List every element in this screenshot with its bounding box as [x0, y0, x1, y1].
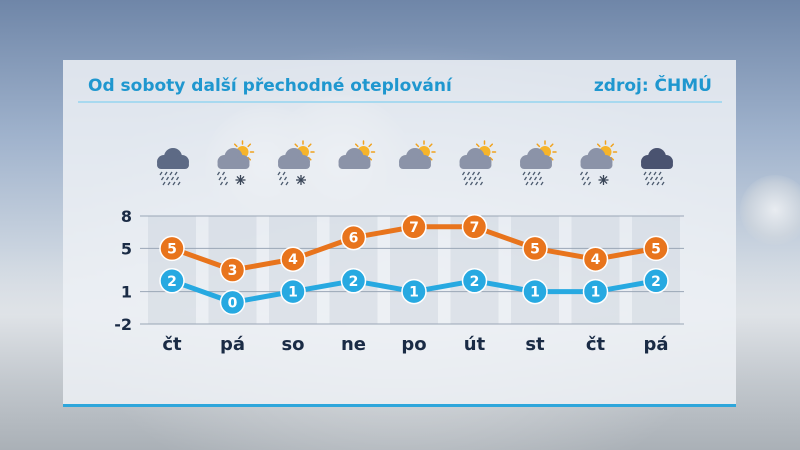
min-temperature-value-label: 2: [470, 274, 480, 290]
max-temperature-point: [159, 235, 185, 262]
min-temperature-point: [461, 268, 488, 294]
max-temperature-value-label: 4: [288, 252, 298, 268]
min-temperature-point: [340, 268, 367, 294]
min-temperature-point: [643, 268, 669, 294]
day-label: po: [401, 334, 426, 355]
max-temperature-point: [461, 214, 488, 240]
day-label: pá: [643, 334, 668, 355]
day-label: pá: [220, 334, 245, 355]
y-tick-label: -2: [114, 315, 132, 334]
background-tree-right: [740, 175, 800, 245]
day-label: čt: [586, 334, 606, 355]
min-temperature-point: [401, 278, 427, 305]
max-temperature-value-label: 5: [651, 241, 661, 257]
max-temperature-point: [280, 246, 306, 272]
max-temperature-value-label: 7: [470, 220, 480, 236]
day-label: st: [525, 334, 545, 355]
sun-cloud-icon: [399, 140, 436, 169]
max-temperature-point: [522, 235, 548, 262]
min-temperature-point: [522, 278, 548, 305]
min-temperature-point: [159, 268, 185, 294]
heavy-rain-cloud-icon: [157, 148, 189, 186]
sun-cloud-rain-snow-icon: [216, 140, 255, 186]
y-axis: 8 5 1 -2: [114, 207, 132, 334]
sun-cloud-rain-snow-icon: [579, 140, 618, 186]
max-temperature-value-label: 4: [591, 252, 601, 268]
max-temperature-point: [401, 214, 427, 240]
min-temperature-value-label: 2: [349, 274, 359, 290]
sun-cloud-rain-icon: [459, 140, 497, 186]
min-temperature-value-label: 1: [288, 285, 298, 301]
panel-bottom-accent: [63, 404, 736, 407]
day-label: čt: [162, 334, 182, 355]
min-temperature-value-label: 2: [651, 274, 661, 290]
y-tick-label: 8: [121, 207, 132, 226]
y-tick-label: 1: [121, 283, 132, 302]
max-temperature-value-label: 6: [349, 231, 359, 247]
max-temperature-point: [219, 257, 246, 283]
grid-column-band: [511, 216, 559, 324]
chart-title: Od soboty další přechodné oteplování: [88, 76, 452, 96]
day-label: út: [464, 334, 486, 355]
weather-icons-row: [157, 140, 673, 186]
min-temperature-value-label: 1: [530, 285, 540, 301]
sun-cloud-icon: [338, 140, 376, 169]
header-divider: [78, 101, 722, 103]
forecast-panel: [63, 60, 736, 405]
source-label: zdroj: ČHMÚ: [593, 76, 712, 96]
dark-cloud-rain-icon: [641, 148, 673, 186]
series-lines: 5 3 4 6 7 7 5 4 5 2 0 1 2 1 2 1 1 2: [159, 214, 669, 316]
max-temperature-value-label: 7: [409, 220, 419, 236]
min-temperature-value-label: 0: [228, 295, 238, 311]
max-temperature-point: [643, 235, 669, 262]
min-temperature-point: [219, 289, 246, 316]
max-temperature-point: [340, 224, 367, 251]
min-temperature-value-label: 2: [167, 274, 177, 290]
y-tick-label: 5: [121, 239, 132, 258]
min-temperature-point: [582, 278, 609, 305]
max-temperature-value-label: 5: [167, 241, 177, 257]
min-temperature-point: [280, 278, 306, 305]
x-axis-days: čt pá so ne po út st čt pá: [162, 334, 668, 355]
sun-cloud-rain-icon: [520, 140, 557, 186]
max-temperature-value-label: 3: [228, 263, 238, 279]
max-temperature-value-label: 5: [530, 241, 540, 257]
sun-cloud-rain-snow-icon: [277, 140, 315, 186]
min-temperature-value-label: 1: [591, 285, 601, 301]
max-temperature-point: [582, 246, 609, 272]
day-label: so: [281, 334, 304, 355]
min-temperature-value-label: 1: [409, 285, 419, 301]
day-label: ne: [341, 334, 366, 355]
